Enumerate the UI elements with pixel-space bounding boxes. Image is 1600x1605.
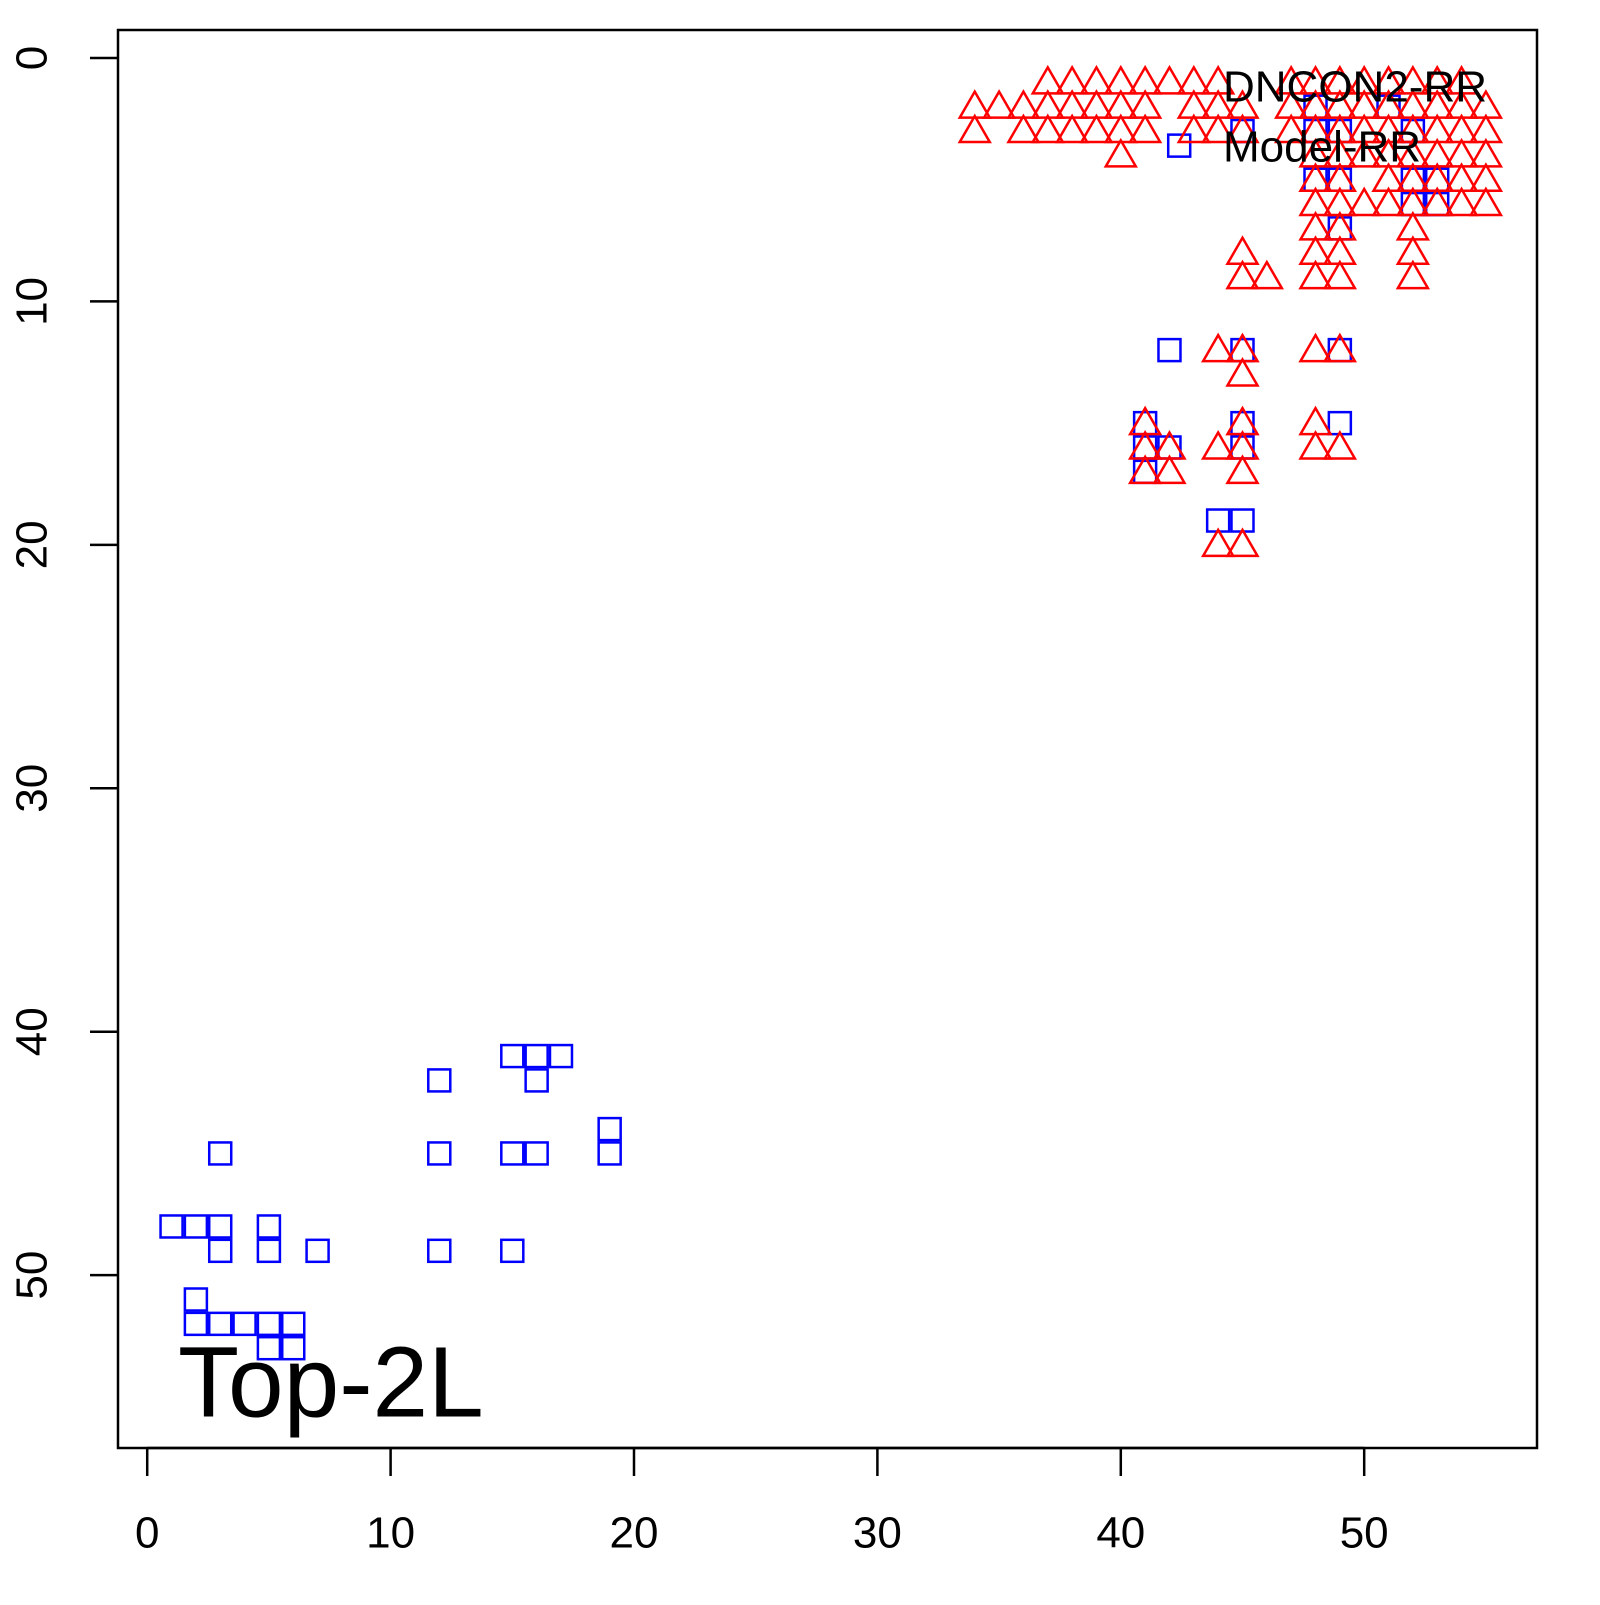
triangle-point: [1395, 259, 1431, 290]
triangle-point: [1420, 186, 1455, 217]
legend-label: Model-RR: [1223, 123, 1421, 172]
triangle-point: [1249, 259, 1284, 290]
triangle-point: [1347, 137, 1382, 168]
x-tick-label: 10: [366, 1509, 415, 1558]
triangle-point: [1322, 259, 1358, 290]
triangle-point: [1127, 454, 1163, 485]
x-tick-label: 30: [853, 1509, 902, 1558]
triangle-point: [1298, 259, 1333, 290]
square-point: [1166, 133, 1192, 158]
square-point: [500, 1238, 525, 1264]
triangle-point: [1322, 429, 1358, 460]
x-tick-label: 40: [1096, 1509, 1145, 1558]
y-tick-label: 30: [8, 764, 57, 813]
triangle-point: [957, 113, 992, 144]
square-point: [597, 1141, 622, 1166]
square-point: [207, 1141, 233, 1166]
square-point: [524, 1068, 549, 1093]
square-point: [597, 1116, 622, 1142]
triangle-point: [1274, 113, 1309, 144]
square-point: [159, 1214, 184, 1239]
triangle-point: [1152, 454, 1187, 485]
y-tick-label: 40: [8, 1007, 57, 1056]
triangle-point: [1298, 429, 1333, 460]
triangle-point: [1200, 332, 1236, 363]
square-point: [305, 1238, 330, 1264]
square-point: [280, 1335, 306, 1361]
triangle-point: [981, 89, 1017, 119]
legend-label: DNCON2-RR: [1223, 63, 1487, 112]
square-point: [524, 1043, 549, 1069]
triangle-point: [1103, 137, 1138, 168]
triangle-point: [1127, 113, 1163, 144]
square-point: [500, 1043, 525, 1069]
square-point: [183, 1287, 209, 1312]
triangle-point: [1200, 429, 1236, 460]
square-point: [183, 1214, 209, 1239]
x-tick-label: 50: [1340, 1509, 1389, 1558]
triangle-point: [1322, 332, 1358, 363]
triangle-point: [1225, 113, 1260, 144]
square-point: [207, 1214, 233, 1239]
square-point: [256, 1335, 282, 1361]
x-tick-label: 20: [610, 1509, 659, 1558]
square-point: [232, 1311, 257, 1337]
triangle-point: [1347, 186, 1382, 217]
y-tick-label: 0: [8, 46, 57, 70]
y-tick-label: 10: [8, 277, 57, 326]
annotation: Top-2L: [178, 1326, 484, 1438]
y-tick-label: 20: [8, 520, 57, 569]
square-point: [427, 1068, 452, 1093]
square-point: [500, 1141, 525, 1166]
square-point: [548, 1043, 574, 1069]
square-point: [207, 1311, 233, 1337]
y-tick-label: 50: [8, 1251, 57, 1300]
triangle-point: [1006, 113, 1041, 144]
triangle-point: [1225, 454, 1260, 485]
triangle-point: [1225, 527, 1260, 558]
square-point: [256, 1214, 282, 1239]
triangle-point: [1054, 113, 1090, 144]
triangle-point: [1468, 186, 1504, 217]
triangle-point: [1225, 259, 1260, 290]
square-point: [427, 1141, 452, 1166]
square-point: [280, 1311, 306, 1337]
square-point: [427, 1238, 452, 1264]
triangle-point: [1225, 356, 1260, 387]
triangle-point: [1176, 113, 1211, 144]
triangle-point: [1030, 113, 1065, 144]
triangle-point: [1444, 186, 1479, 217]
triangle-point: [1079, 113, 1114, 144]
triangle-point: [1200, 527, 1236, 558]
plot-frame: [116, 28, 1539, 1450]
square-point: [183, 1311, 209, 1337]
square-point: [256, 1311, 282, 1337]
x-tick-label: 0: [135, 1509, 159, 1558]
triangle-point: [1371, 186, 1406, 217]
triangle-point: [1298, 332, 1333, 363]
square-point: [524, 1141, 549, 1166]
triangle-point: [1200, 113, 1236, 144]
square-point: [207, 1238, 233, 1264]
square-point: [256, 1238, 282, 1264]
square-point: [1157, 337, 1182, 363]
triangle-point: [1152, 64, 1187, 95]
